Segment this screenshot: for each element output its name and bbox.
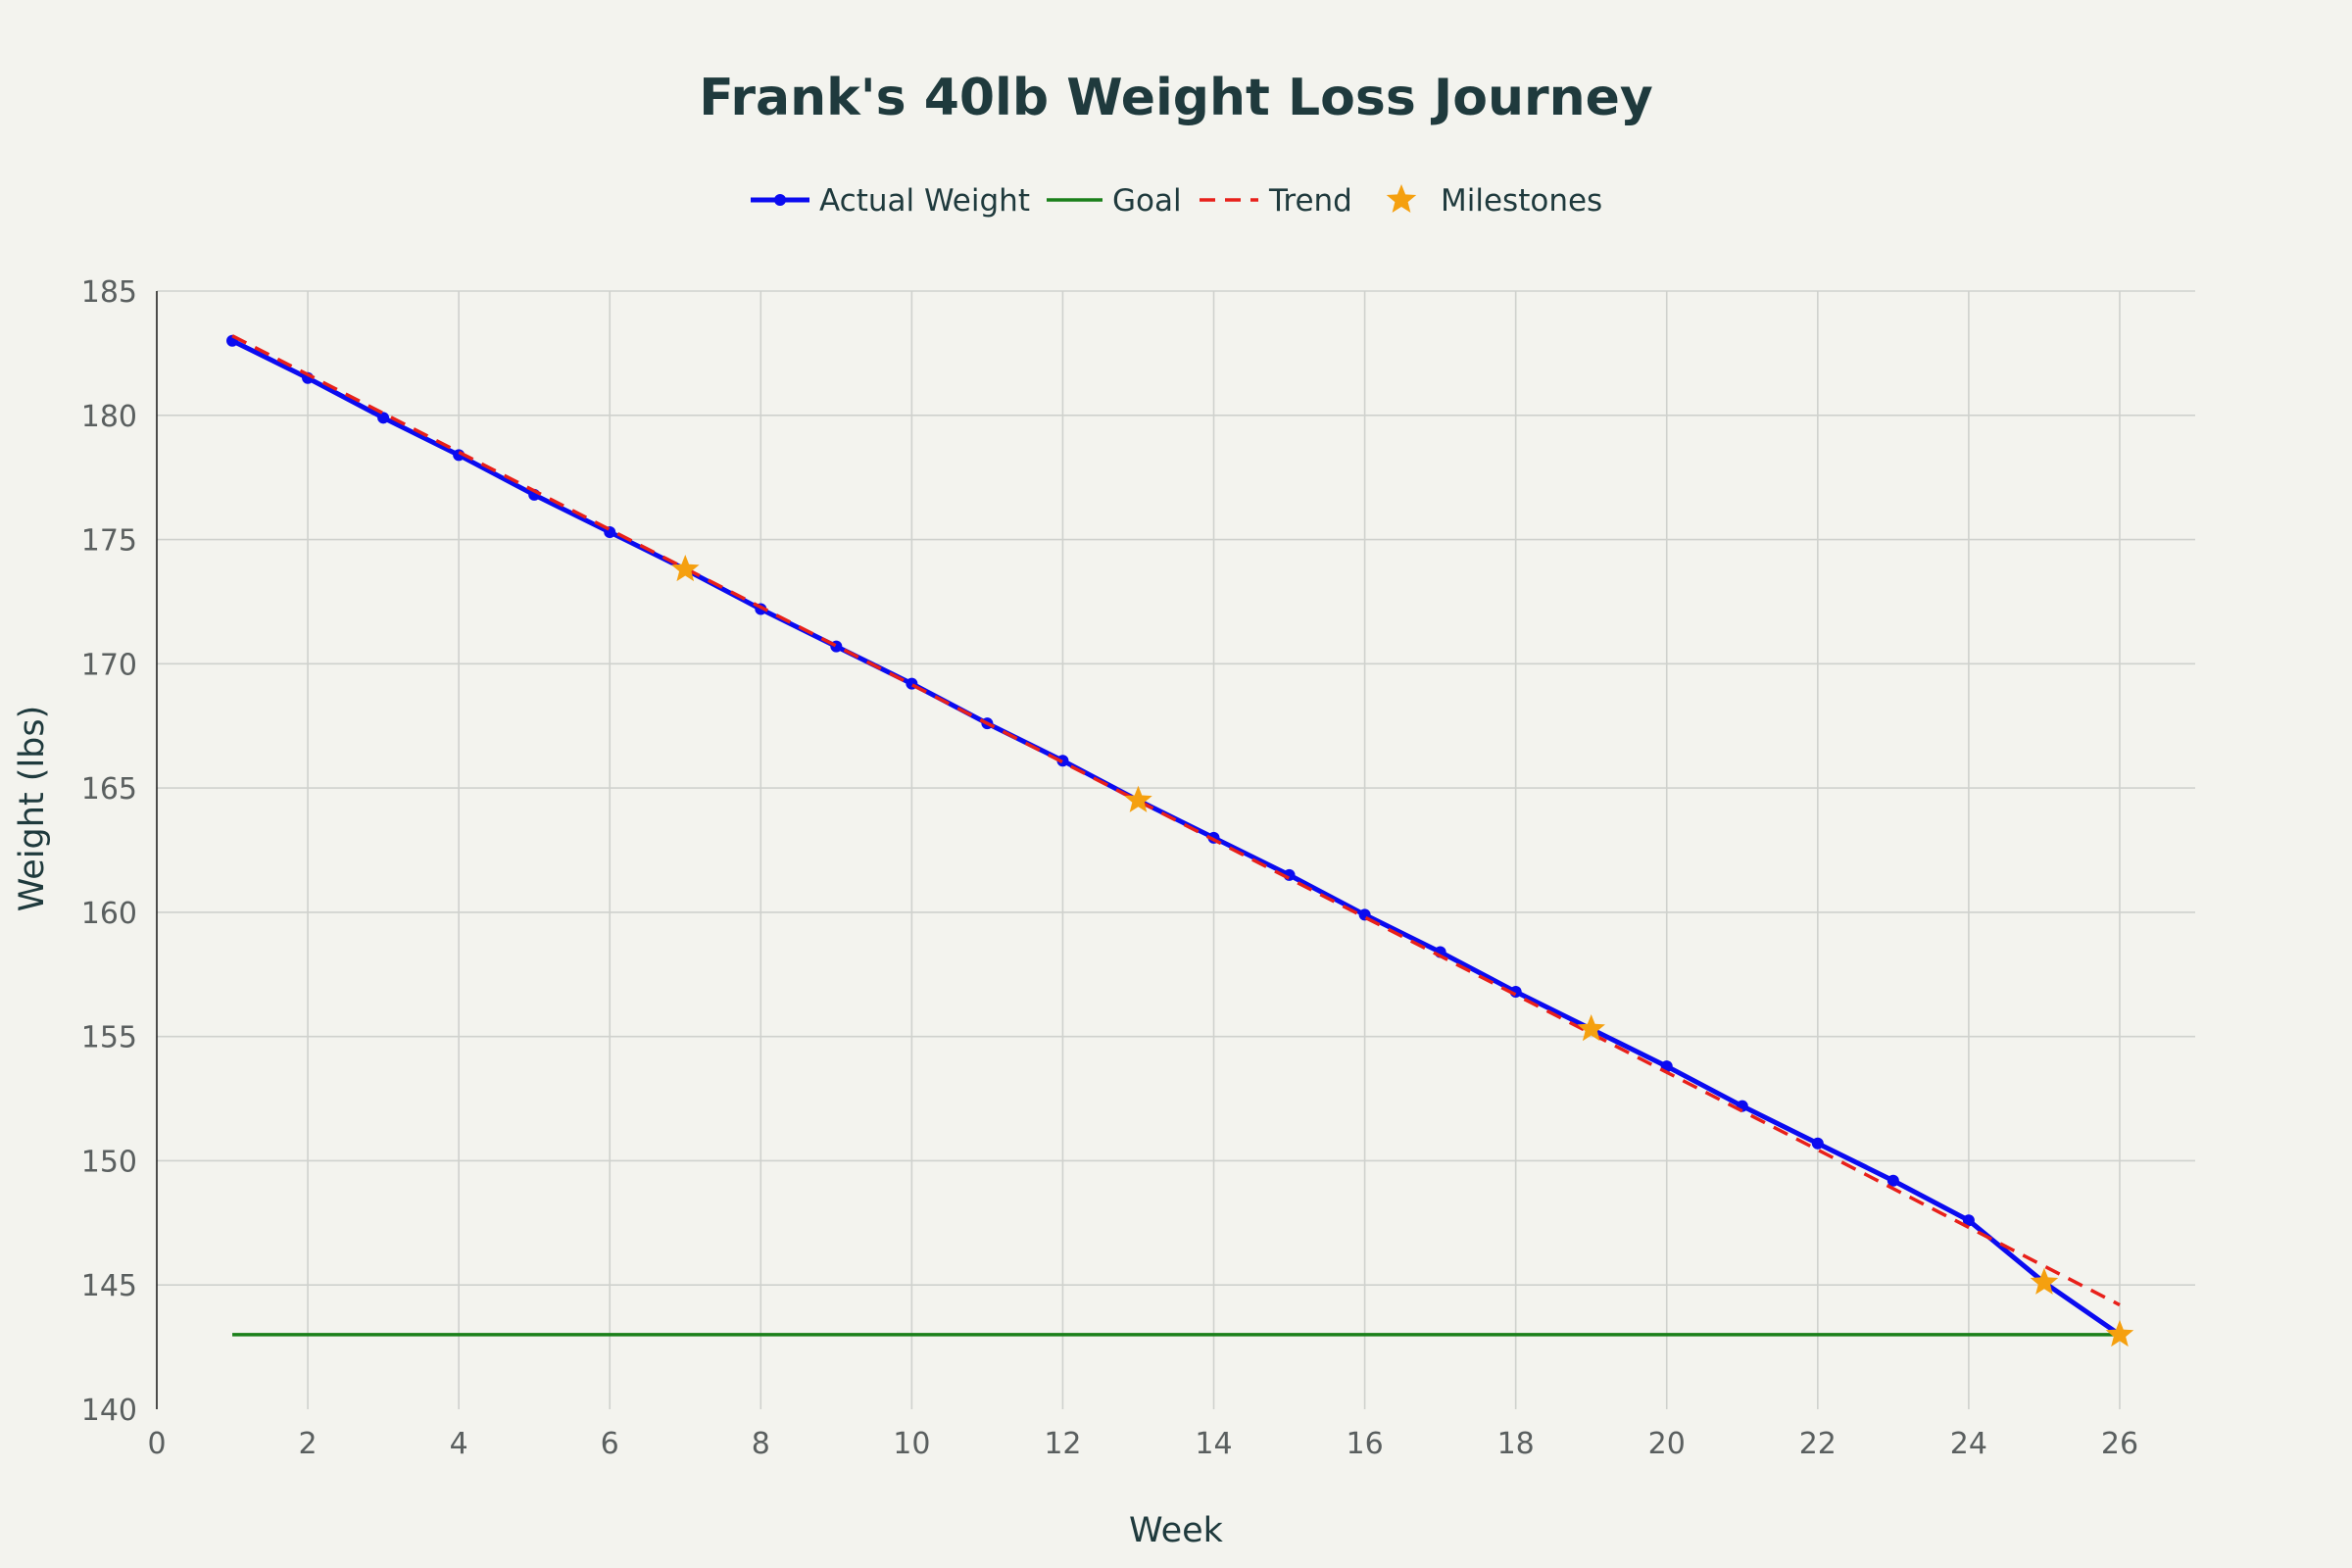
- x-tick-label: 0: [147, 1427, 166, 1461]
- x-tick-label: 18: [1497, 1427, 1535, 1461]
- x-tick-label: 8: [752, 1427, 770, 1461]
- y-tick-label: 170: [81, 648, 137, 682]
- x-tick-label: 22: [1799, 1427, 1837, 1461]
- legend-item-actual-weight[interactable]: Actual Weight: [751, 183, 1030, 219]
- legend-item-trend[interactable]: Trend: [1200, 183, 1352, 219]
- milestone-star: [670, 554, 700, 582]
- x-tick-label: 2: [299, 1427, 318, 1461]
- x-axis-ticks: 0 2 4 6 8 10 12 14 16 18 20 22 24 26: [147, 1427, 2138, 1461]
- x-tick-label: 16: [1346, 1427, 1383, 1461]
- trend-line: [231, 334, 2121, 1307]
- y-tick-label: 145: [81, 1269, 137, 1303]
- x-tick-label: 12: [1044, 1427, 1081, 1461]
- x-tick-label: 24: [1950, 1427, 1987, 1461]
- x-tick-label: 10: [893, 1427, 930, 1461]
- y-tick-label: 160: [81, 897, 137, 931]
- x-tick-label: 6: [601, 1427, 619, 1461]
- x-axis-label: Week: [1129, 1511, 1224, 1550]
- milestone-star: [2030, 1267, 2059, 1295]
- y-tick-label: 180: [81, 400, 137, 434]
- x-tick-label: 4: [450, 1427, 468, 1461]
- actual-weight-point: [1886, 1174, 1899, 1187]
- chart-legend: Actual Weight Goal Trend Milestones: [751, 183, 1602, 219]
- y-tick-label: 165: [81, 772, 137, 807]
- legend-label-trend: Trend: [1268, 183, 1352, 219]
- legend-marker-milestones: [1386, 184, 1417, 213]
- y-tick-label: 175: [81, 524, 137, 559]
- milestone-star: [2105, 1319, 2134, 1348]
- milestone-star: [1577, 1014, 1605, 1042]
- y-tick-label: 185: [81, 275, 137, 310]
- y-axis-label: Weight (lbs): [13, 706, 52, 912]
- legend-item-milestones[interactable]: Milestones: [1386, 183, 1602, 219]
- y-tick-label: 155: [81, 1021, 137, 1055]
- legend-label-milestones: Milestones: [1441, 183, 1602, 219]
- chart-title: Frank's 40lb Weight Loss Journey: [699, 69, 1653, 127]
- x-tick-label: 20: [1648, 1427, 1686, 1461]
- y-axis-ticks: 140 145 150 155 160 165 170 175 180 185: [81, 275, 137, 1428]
- actual-weight-point: [377, 412, 390, 424]
- plot-series: [226, 334, 2134, 1348]
- legend-marker-actual-weight: [774, 194, 786, 206]
- legend-label-actual-weight: Actual Weight: [819, 183, 1030, 219]
- actual-weight-line: [230, 338, 2122, 1337]
- legend-item-goal[interactable]: Goal: [1047, 183, 1182, 219]
- y-tick-label: 140: [81, 1394, 137, 1428]
- y-tick-label: 150: [81, 1145, 137, 1179]
- legend-label-goal: Goal: [1112, 183, 1182, 219]
- milestone-star: [1124, 785, 1152, 812]
- x-tick-label: 14: [1195, 1427, 1232, 1461]
- actual-weight-point: [1811, 1137, 1824, 1150]
- x-tick-label: 26: [2101, 1427, 2138, 1461]
- actual-weight-point: [1962, 1214, 1975, 1227]
